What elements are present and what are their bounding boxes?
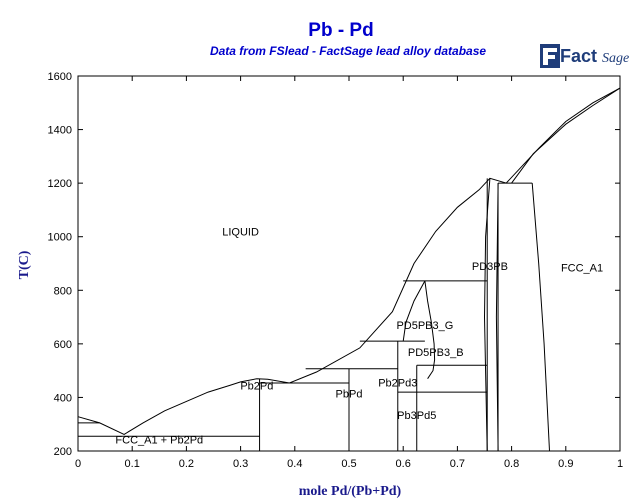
x-axis-label: mole Pd/(Pb+Pd): [299, 484, 402, 499]
x-tick-label: 0.4: [287, 458, 302, 470]
region-label: LIQUID: [222, 226, 259, 238]
x-tick-label: 0.7: [450, 458, 465, 470]
y-tick-label: 400: [54, 392, 72, 404]
region-label: PD5PB3_B: [408, 347, 464, 359]
factsage-logo: Fact Sage: [540, 38, 632, 78]
chart-subtitle: Data from FSlead - FactSage lead alloy d…: [209, 44, 487, 58]
x-tick-label: 0.2: [179, 458, 194, 470]
y-tick-label: 200: [54, 446, 72, 458]
x-tick-label: 0.1: [125, 458, 140, 470]
axis-layer: 0 0.1 0.2 0.3 0.4 0.5 0.6 0.7 0.8 0.9 120040060080…: [48, 71, 624, 470]
logo-fact-text: Fact: [560, 46, 597, 66]
phase-boundary-curve: [495, 183, 499, 452]
x-tick-label: 0.5: [341, 458, 356, 470]
y-tick-label: 600: [54, 339, 72, 351]
y-tick-label: 1200: [48, 178, 72, 190]
phase-boundary-curve: [402, 280, 426, 342]
y-tick-label: 1600: [48, 71, 72, 83]
region-label: FCC_A1 + Pb2Pd: [115, 435, 203, 447]
y-tick-label: 800: [54, 285, 72, 297]
phase-boundary-curve: [424, 280, 436, 379]
solidus-line: [511, 87, 621, 184]
x-tick-label: 0.6: [396, 458, 411, 470]
y-axis-label: T(C): [17, 250, 32, 279]
x-tick-label: 0.8: [504, 458, 519, 470]
region-label: FCC_A1: [561, 263, 603, 275]
x-tick-label: 1: [617, 458, 623, 470]
phase-boundary-curve: [483, 178, 491, 452]
x-tick-label: 0.3: [233, 458, 248, 470]
region-label-layer: LIQUID PD3PB FCC_A1 PD5PB3_G PD5PB3_B Pb2Pd Pb…: [115, 226, 603, 446]
region-label: Pb3Pd5: [397, 410, 436, 422]
logo-sage-text: Sage: [602, 51, 629, 66]
factsage-logo-icon: Fact Sage: [540, 44, 629, 68]
phase-boundary-layer: [77, 87, 621, 452]
x-tick-label: 0.9: [558, 458, 573, 470]
x-tick-label: 0: [75, 458, 81, 470]
region-label: Pb2Pd3: [378, 378, 417, 390]
phase-boundary-curve: [531, 183, 550, 452]
y-tick-label: 1400: [48, 125, 72, 137]
region-label: Pb2Pd: [240, 380, 273, 392]
chart-title: Pb - Pd: [308, 20, 374, 41]
region-label: PD3PB: [472, 261, 508, 273]
region-label: PD5PB3_G: [396, 320, 453, 332]
region-label: PbPd: [336, 388, 363, 400]
y-tick-label: 1000: [48, 232, 72, 244]
